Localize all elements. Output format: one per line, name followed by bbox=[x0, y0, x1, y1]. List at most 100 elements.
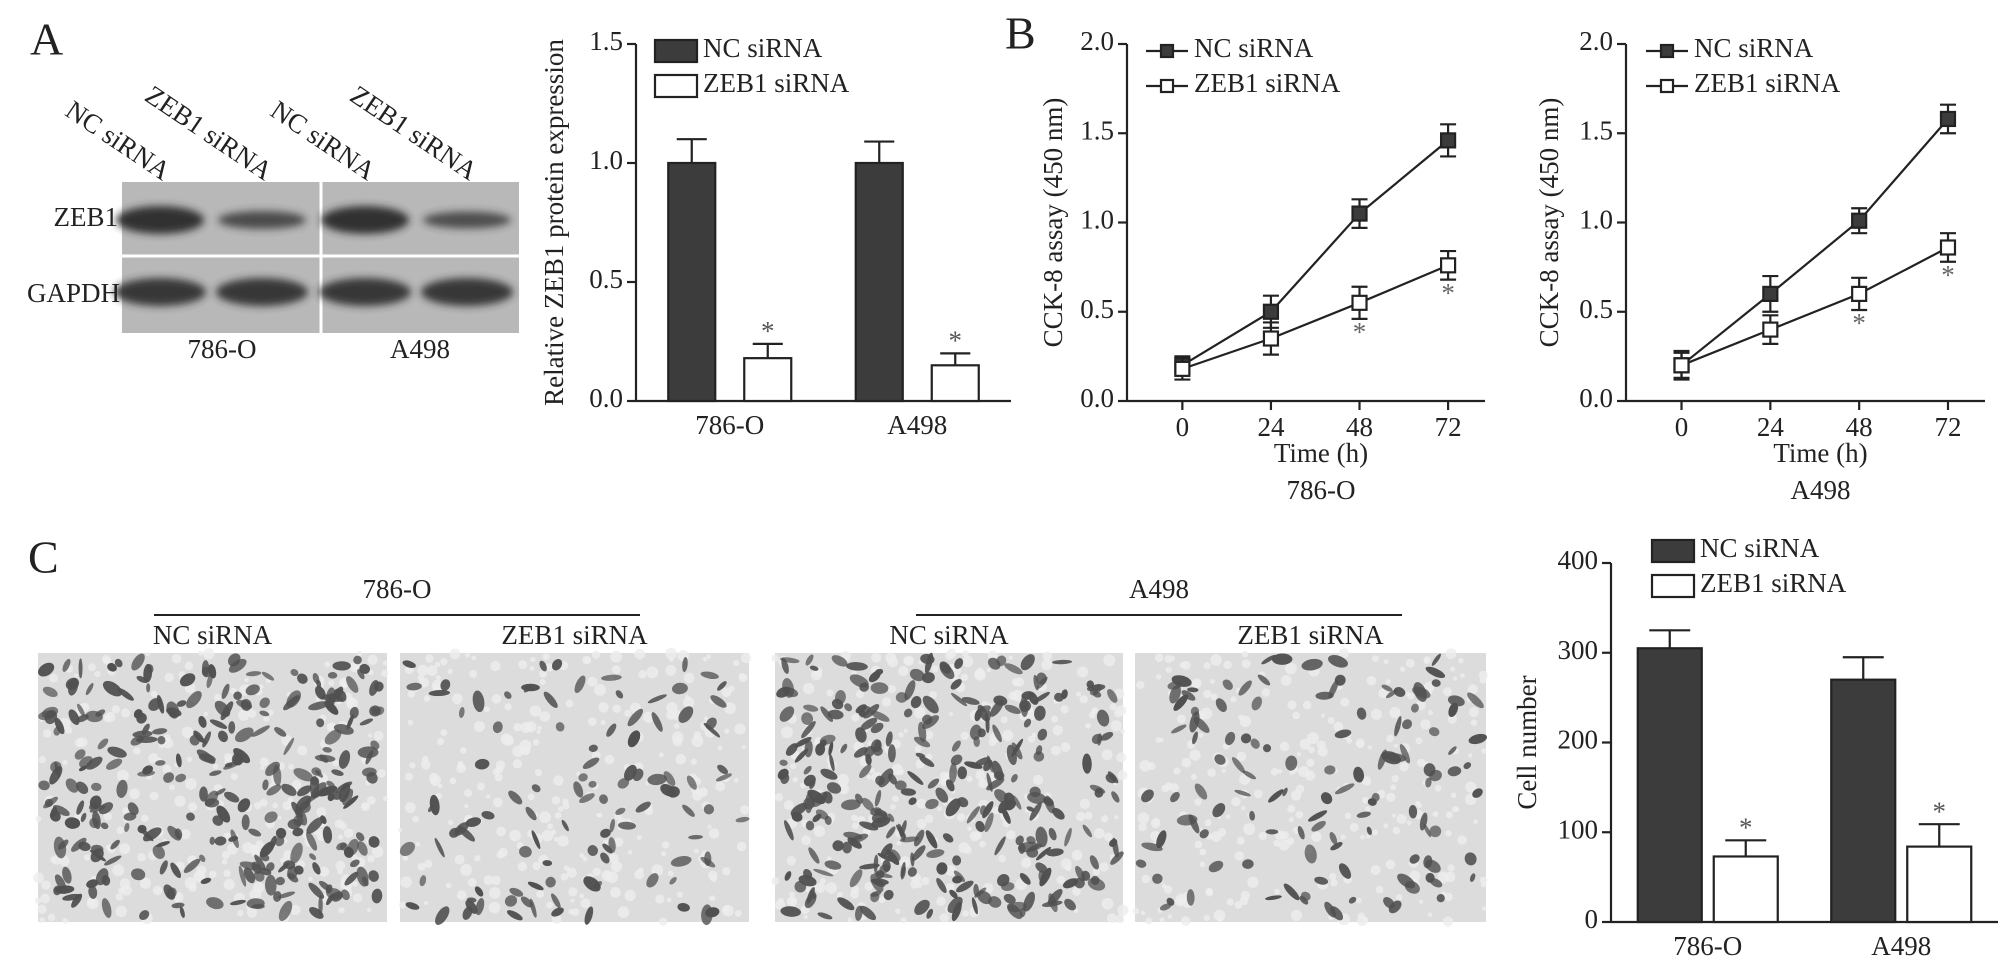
texture bbox=[398, 901, 407, 909]
cell bbox=[357, 746, 379, 759]
cell bbox=[143, 663, 153, 683]
texture bbox=[728, 685, 735, 692]
cell bbox=[1037, 676, 1048, 689]
cell bbox=[1448, 746, 1457, 755]
cell bbox=[849, 869, 863, 888]
texture bbox=[459, 746, 467, 754]
texture bbox=[1164, 782, 1173, 790]
texture bbox=[1450, 666, 1456, 672]
cell bbox=[292, 827, 304, 837]
cell bbox=[1035, 846, 1052, 861]
texture bbox=[775, 899, 786, 911]
texture bbox=[667, 870, 674, 877]
texture bbox=[945, 865, 956, 876]
texture bbox=[1210, 654, 1222, 666]
texture bbox=[979, 840, 986, 848]
texture bbox=[1020, 857, 1032, 868]
cell bbox=[926, 908, 934, 919]
cell bbox=[925, 830, 938, 849]
texture bbox=[655, 894, 665, 904]
texture bbox=[1349, 822, 1359, 832]
cell bbox=[520, 896, 533, 908]
texture bbox=[1447, 714, 1458, 724]
texture bbox=[611, 665, 621, 674]
texture bbox=[982, 882, 994, 894]
cell bbox=[228, 658, 247, 673]
texture bbox=[1445, 811, 1453, 819]
texture bbox=[837, 773, 850, 786]
texture bbox=[1041, 659, 1053, 671]
legend-label: NC siRNA bbox=[1694, 33, 1814, 63]
texture bbox=[1194, 798, 1202, 806]
texture bbox=[580, 898, 591, 909]
cell bbox=[945, 798, 961, 817]
texture bbox=[1481, 748, 1487, 754]
cell bbox=[92, 811, 101, 830]
cell bbox=[660, 783, 676, 797]
texture bbox=[1279, 741, 1290, 752]
cell bbox=[583, 876, 601, 892]
texture bbox=[324, 661, 331, 668]
texture bbox=[288, 763, 294, 770]
texture bbox=[1405, 658, 1415, 668]
texture bbox=[1356, 915, 1368, 927]
texture bbox=[1437, 871, 1450, 884]
cell bbox=[870, 873, 884, 893]
cell bbox=[327, 672, 338, 679]
cell bbox=[615, 690, 624, 699]
texture bbox=[337, 868, 343, 875]
texture bbox=[1077, 666, 1089, 678]
texture bbox=[352, 893, 363, 903]
cell bbox=[663, 771, 676, 787]
texture bbox=[1203, 689, 1212, 699]
cell bbox=[859, 905, 877, 921]
cell bbox=[287, 872, 299, 883]
y-axis-label: Cell number bbox=[1512, 675, 1542, 809]
texture bbox=[1418, 899, 1424, 904]
y-tick-label: 1.5 bbox=[1579, 115, 1613, 145]
texture bbox=[596, 813, 601, 818]
texture bbox=[1117, 904, 1129, 916]
cell bbox=[139, 827, 154, 842]
cell bbox=[809, 890, 817, 899]
texture bbox=[434, 661, 441, 668]
cell bbox=[156, 694, 165, 714]
texture bbox=[1060, 742, 1071, 753]
texture bbox=[1473, 819, 1478, 824]
cell bbox=[53, 805, 70, 817]
texture bbox=[316, 807, 327, 818]
texture bbox=[429, 775, 441, 787]
texture bbox=[340, 680, 348, 688]
texture bbox=[579, 853, 585, 859]
texture bbox=[1460, 673, 1465, 679]
cell bbox=[1090, 875, 1100, 885]
cell bbox=[1304, 844, 1317, 864]
texture bbox=[203, 648, 215, 660]
texture bbox=[1247, 876, 1259, 888]
texture bbox=[1320, 713, 1326, 718]
cell bbox=[62, 658, 71, 672]
cell bbox=[1011, 742, 1023, 760]
cell bbox=[98, 802, 114, 815]
texture bbox=[209, 870, 217, 879]
texture bbox=[1006, 830, 1016, 840]
texture bbox=[724, 728, 730, 734]
y-tick-label: 0.0 bbox=[1080, 383, 1114, 413]
texture bbox=[328, 680, 335, 686]
cell bbox=[86, 879, 99, 889]
legend-label: NC siRNA bbox=[703, 33, 823, 63]
cell bbox=[1171, 675, 1192, 687]
micrograph bbox=[771, 648, 1129, 924]
texture bbox=[62, 759, 68, 766]
texture bbox=[1000, 716, 1008, 724]
cell bbox=[950, 754, 963, 766]
texture bbox=[366, 907, 372, 913]
x-tick-label: 786-O bbox=[695, 410, 764, 440]
texture bbox=[259, 757, 269, 767]
texture bbox=[895, 908, 901, 915]
texture bbox=[1451, 805, 1459, 813]
cell bbox=[275, 836, 285, 847]
cell bbox=[543, 691, 558, 708]
cell bbox=[97, 738, 109, 750]
texture bbox=[456, 890, 467, 900]
